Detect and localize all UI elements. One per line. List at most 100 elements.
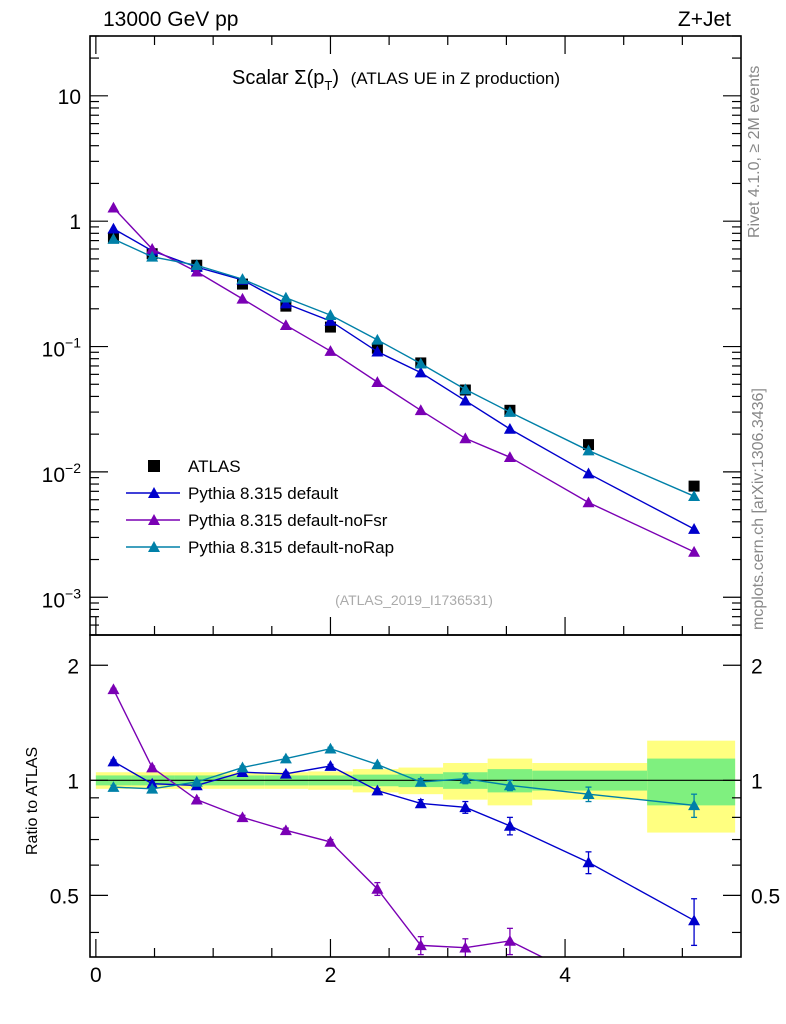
ratio-point [279,824,292,836]
ratio-point [582,856,595,868]
ratio-point [583,974,595,985]
main-plot-area [107,201,701,557]
legend-entry: Pythia 8.315 default-noFsr [126,511,388,530]
mc-point [107,233,120,244]
rivet-version-label: Rivet 4.1.0, ≥ 2M events [746,66,763,238]
mc-point [236,273,249,284]
svg-text:Scalar Σ(pT) (ATLAS UE i: Scalar Σ(pT) (ATLAS UE in Z production) [232,67,560,93]
legend: ATLAS Pythia 8.315 default Pythia 8.315 de… [126,457,394,557]
mc-point [107,201,120,213]
ratio-point [107,781,120,792]
ratio-point [107,683,120,695]
legend-entry: ATLAS [148,457,241,476]
legend-triangle-marker [148,487,160,498]
ratio-point [236,761,249,773]
ratio-point [146,782,159,794]
title-close: ) [332,67,339,89]
mc-point [279,291,292,303]
analysis-watermark: (ATLAS_2019_I1736531) [335,592,493,608]
mc-point [503,422,516,434]
ratio-y-tick-label: 1 [67,770,79,793]
ratio-frame [89,634,742,958]
mc-point [414,404,427,416]
ratio-plot-area [90,683,741,985]
series-line-2 [112,207,695,553]
mcplots-label: mcplots.cern.ch [arXiv:1306.3436] [750,388,767,630]
x-tick-label: 2 [325,964,337,987]
mc-point [190,259,203,271]
mc-point [503,406,516,417]
ratio-point [324,835,337,847]
ratio-y-tick-label-right: 1 [751,770,763,793]
mc-point [688,523,701,534]
ratio-line-1 [112,689,544,957]
title-sigma: Σ(p [294,67,324,89]
mc-point [688,490,701,501]
main-title: Scalar Σ(pT) (ATLAS UE in Z production) [232,67,560,93]
ratio-line-0 [113,760,695,922]
ratio-point [414,797,427,809]
ratio-point [190,793,203,805]
mc-point [414,366,427,378]
header-right-label: Z+Jet [678,8,731,31]
x-tick-label: 4 [559,964,571,987]
ratio-y-tick-label-right: 0.5 [751,885,780,908]
ratio-line-2 [113,747,695,807]
ratio-point [236,811,249,823]
legend-label: Pythia 8.315 default [188,484,339,503]
mc-point [146,242,159,254]
ratio-point [459,941,472,953]
ratio-y-tick-label-right: 2 [751,655,763,678]
title-scalar: Scalar [232,67,294,89]
series-line-3 [113,238,695,497]
mc-point [279,297,292,309]
mc-point [324,314,337,326]
data-point [324,321,336,333]
mc-point [503,451,516,462]
mc-point [459,394,472,406]
mc-point [371,376,384,387]
ratio-y-tick-label: 0.5 [50,885,79,908]
header-left-label: 13000 GeV pp [103,8,238,31]
legend-label: ATLAS [188,457,241,476]
legend-square-marker [148,460,160,472]
mc-point [324,345,337,356]
mc-point [414,357,427,369]
ratio-point [414,939,427,951]
ratio-point [146,761,159,773]
mc-point [371,333,384,345]
ratio-point [459,772,472,784]
ratio-point [324,760,337,771]
y-tick-label: 10−1 [42,335,82,362]
ratio-y-axis-label: Ratio to ATLAS [24,747,41,855]
mc-point [582,496,595,508]
y-tick-label: 1 [69,211,81,234]
ratio-point [371,758,384,770]
ratio-point [688,799,701,811]
mc-point [236,292,249,304]
mc-point [146,250,159,262]
mc-point [279,319,292,330]
ratio-point [371,784,384,796]
ratio-point [503,779,516,791]
x-tick-label: 0 [90,964,102,987]
legend-triangle-marker [148,514,160,525]
ratio-point [190,776,203,787]
mc-point [107,222,120,234]
y-tick-label: 10 [58,86,81,109]
mc-point [688,545,701,557]
legend-label: Pythia 8.315 default-noFsr [188,511,388,530]
mc-point [582,467,595,479]
mc-point [190,265,203,277]
ratio-point [688,974,700,985]
data-point [688,480,700,492]
legend-entry: Pythia 8.315 default-noRap [126,538,394,557]
mc-point [459,383,472,395]
legend-triangle-marker [148,541,160,552]
y-tick-label: 10−2 [42,460,82,487]
ratio-point [503,934,516,946]
title-rest: (ATLAS UE in Z production) [351,69,560,88]
ratio-point [459,801,472,813]
ratio-point [582,788,595,799]
ratio-point [279,752,292,764]
